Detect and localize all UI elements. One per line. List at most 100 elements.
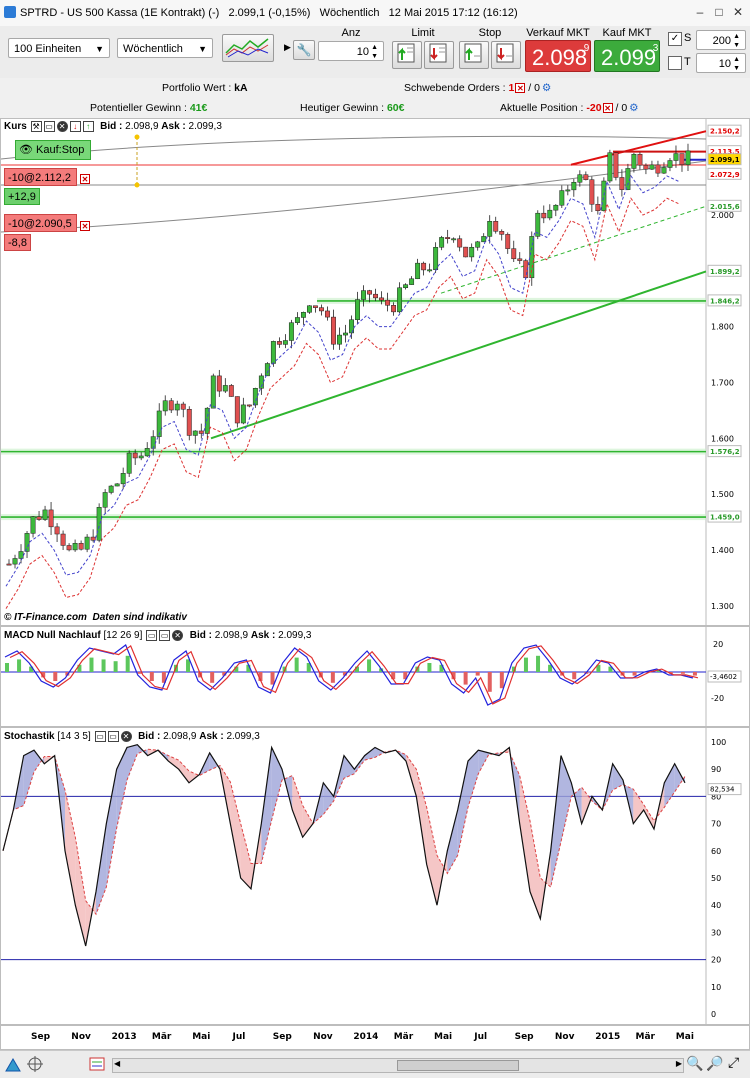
window-icon[interactable]: ▭ (107, 731, 119, 742)
limit-buy-button[interactable] (392, 41, 422, 69)
maximize-icon[interactable]: □ (715, 5, 723, 19)
down-arrow-icon[interactable]: ↓ (69, 121, 81, 132)
price-chart-panel[interactable]: 2.0001.9001.8001.7001.6001.5001.4001.300… (0, 118, 750, 626)
horizontal-scrollbar[interactable]: ◀ ▶ (112, 1058, 684, 1073)
kauf-stop-button[interactable]: 👁 Kauf:Stop (15, 140, 91, 160)
minimize-icon[interactable]: – (696, 5, 704, 19)
order-tag-2[interactable]: -10@2.090,5 (4, 214, 77, 232)
macd-histogram-bar (65, 672, 70, 676)
gear-icon[interactable]: ⚙ (629, 102, 639, 114)
stop-sell-button[interactable] (491, 41, 521, 69)
zoom-out-icon[interactable]: 🔎 (706, 1055, 724, 1071)
wrench-icon[interactable]: ⚒ (30, 121, 42, 132)
stoch-fill (65, 790, 76, 906)
potential-gain: Potentieller Gewinn : 41€ (90, 102, 207, 114)
candle (571, 181, 577, 191)
close-icon[interactable]: ✕ (120, 731, 132, 742)
stoch-fill (168, 755, 179, 770)
close-icon[interactable]: ✕ (732, 5, 744, 19)
close-icon[interactable]: ✕ (172, 630, 184, 641)
stop-sell-icon (496, 43, 514, 63)
price-chart[interactable]: 2.0001.9001.8001.7001.6001.5001.4001.300… (1, 119, 749, 625)
candle (270, 341, 276, 364)
close-order-1-icon[interactable]: ✕ (80, 174, 90, 184)
window-icon[interactable]: ▭ (146, 630, 158, 641)
close-order-2-icon[interactable]: ✕ (80, 221, 90, 231)
macd-histogram-bar (77, 664, 82, 672)
crosshair-icon[interactable] (26, 1055, 44, 1073)
close-position-icon[interactable]: ✕ (602, 103, 613, 114)
macd-histogram-bar (186, 659, 191, 672)
stoch-fill (375, 747, 386, 758)
chart-icon[interactable] (88, 1055, 106, 1073)
macd-histogram-bar (330, 672, 335, 683)
period-select[interactable]: Wöchentlich ▼ (117, 38, 213, 58)
stepper-icon[interactable]: ▲ ▼ (733, 33, 740, 49)
scrollbar-thumb[interactable] (397, 1060, 519, 1071)
candle (36, 516, 42, 520)
bid-value: 2.098,9 (163, 731, 197, 743)
price-y-tick: 1.500 (711, 490, 734, 499)
up-arrow-icon[interactable]: ↑ (82, 121, 94, 132)
stoch-fill (416, 769, 427, 865)
toolbar-expand-icon[interactable]: ▶ (284, 42, 291, 52)
stop-buy-button[interactable] (459, 41, 489, 69)
price-panel-header: Kurs ⚒ ▭ ✕ ↓ ↑ Bid : 2.098,9 Ask : 2.099,3 (4, 121, 222, 132)
price-y-tick: 2.000 (711, 211, 734, 220)
candle (667, 160, 673, 168)
stoch-fill (664, 763, 675, 808)
zoom-in-icon[interactable]: 🔍 (686, 1055, 704, 1071)
candle (415, 262, 421, 280)
order-1-pl: +12,9 (4, 188, 40, 205)
s-checkbox[interactable]: ✓ (668, 32, 682, 46)
anz-input[interactable]: 10 ▲ ▼ (318, 41, 384, 61)
candle (337, 334, 342, 345)
chart-style-button[interactable] (222, 34, 274, 62)
close-orders-icon[interactable]: ✕ (515, 83, 526, 94)
alert-dot-top (134, 134, 140, 140)
ma-short-dashed (5, 174, 680, 587)
buy-mkt-button[interactable]: 2.099 ,3 (594, 40, 660, 72)
draw-tool-icon[interactable] (4, 1055, 22, 1073)
s-value: 200 (712, 35, 731, 47)
macd-histogram-bar (548, 664, 553, 672)
window-icon[interactable]: ▭ (94, 731, 106, 742)
price-label-box (707, 294, 742, 307)
stoch-y-tick: 70 (711, 820, 721, 829)
order-tag-1[interactable]: -10@2.112,2 (4, 168, 77, 186)
t-checkbox[interactable] (668, 56, 682, 70)
limit-sell-button[interactable] (424, 41, 454, 69)
candle (54, 526, 60, 535)
stepper-icon[interactable]: ▲ ▼ (371, 44, 378, 60)
scroll-right-icon[interactable]: ▶ (675, 1059, 682, 1068)
t-input[interactable]: 10 ▲ ▼ (696, 53, 746, 73)
fit-icon[interactable]: ⤢ (728, 1054, 740, 1070)
window-icon[interactable]: ▭ (159, 630, 171, 641)
macd-chart[interactable]: 20 -20 -3,4602 (1, 627, 749, 726)
close-icon[interactable]: ✕ (56, 121, 68, 132)
title-bar: SPTRD - US 500 Kassa (1E Kontrakt) (-) 2… (0, 0, 750, 27)
units-select[interactable]: 100 Einheiten ▼ (8, 38, 110, 58)
gear-icon[interactable]: ⚙ (541, 82, 552, 94)
macd-panel[interactable]: 20 -20 -3,4602 MACD Null Nachlauf [12 26 9… (0, 626, 750, 727)
scroll-left-icon[interactable]: ◀ (114, 1059, 121, 1068)
price-y-tick: 1.300 (711, 602, 734, 611)
candle (6, 563, 12, 566)
portfolio-label: Portfolio Wert : (162, 82, 235, 94)
stoch-y-tick: 30 (711, 928, 721, 937)
sell-mkt-button[interactable]: 2.098 ,9 (525, 40, 591, 72)
ask-label: Ask : (161, 121, 189, 133)
sell-price-fraction: ,9 (581, 43, 590, 54)
s-input[interactable]: 200 ▲ ▼ (696, 30, 746, 50)
macd-histogram-bar (294, 657, 299, 672)
stoch-fill (23, 750, 34, 806)
window-icon[interactable]: ▭ (43, 121, 55, 132)
stochastic-panel[interactable]: 100 90 80 70 60 50 40 30 20 10 0 82,534 Stochastik … (0, 727, 750, 1025)
candle (276, 341, 282, 345)
candle (162, 400, 168, 412)
stoch-fill (447, 810, 458, 874)
wrench-button[interactable]: 🔧 (293, 40, 315, 60)
stepper-icon[interactable]: ▲ ▼ (733, 56, 740, 72)
potential-gain-value: 41€ (189, 102, 208, 114)
